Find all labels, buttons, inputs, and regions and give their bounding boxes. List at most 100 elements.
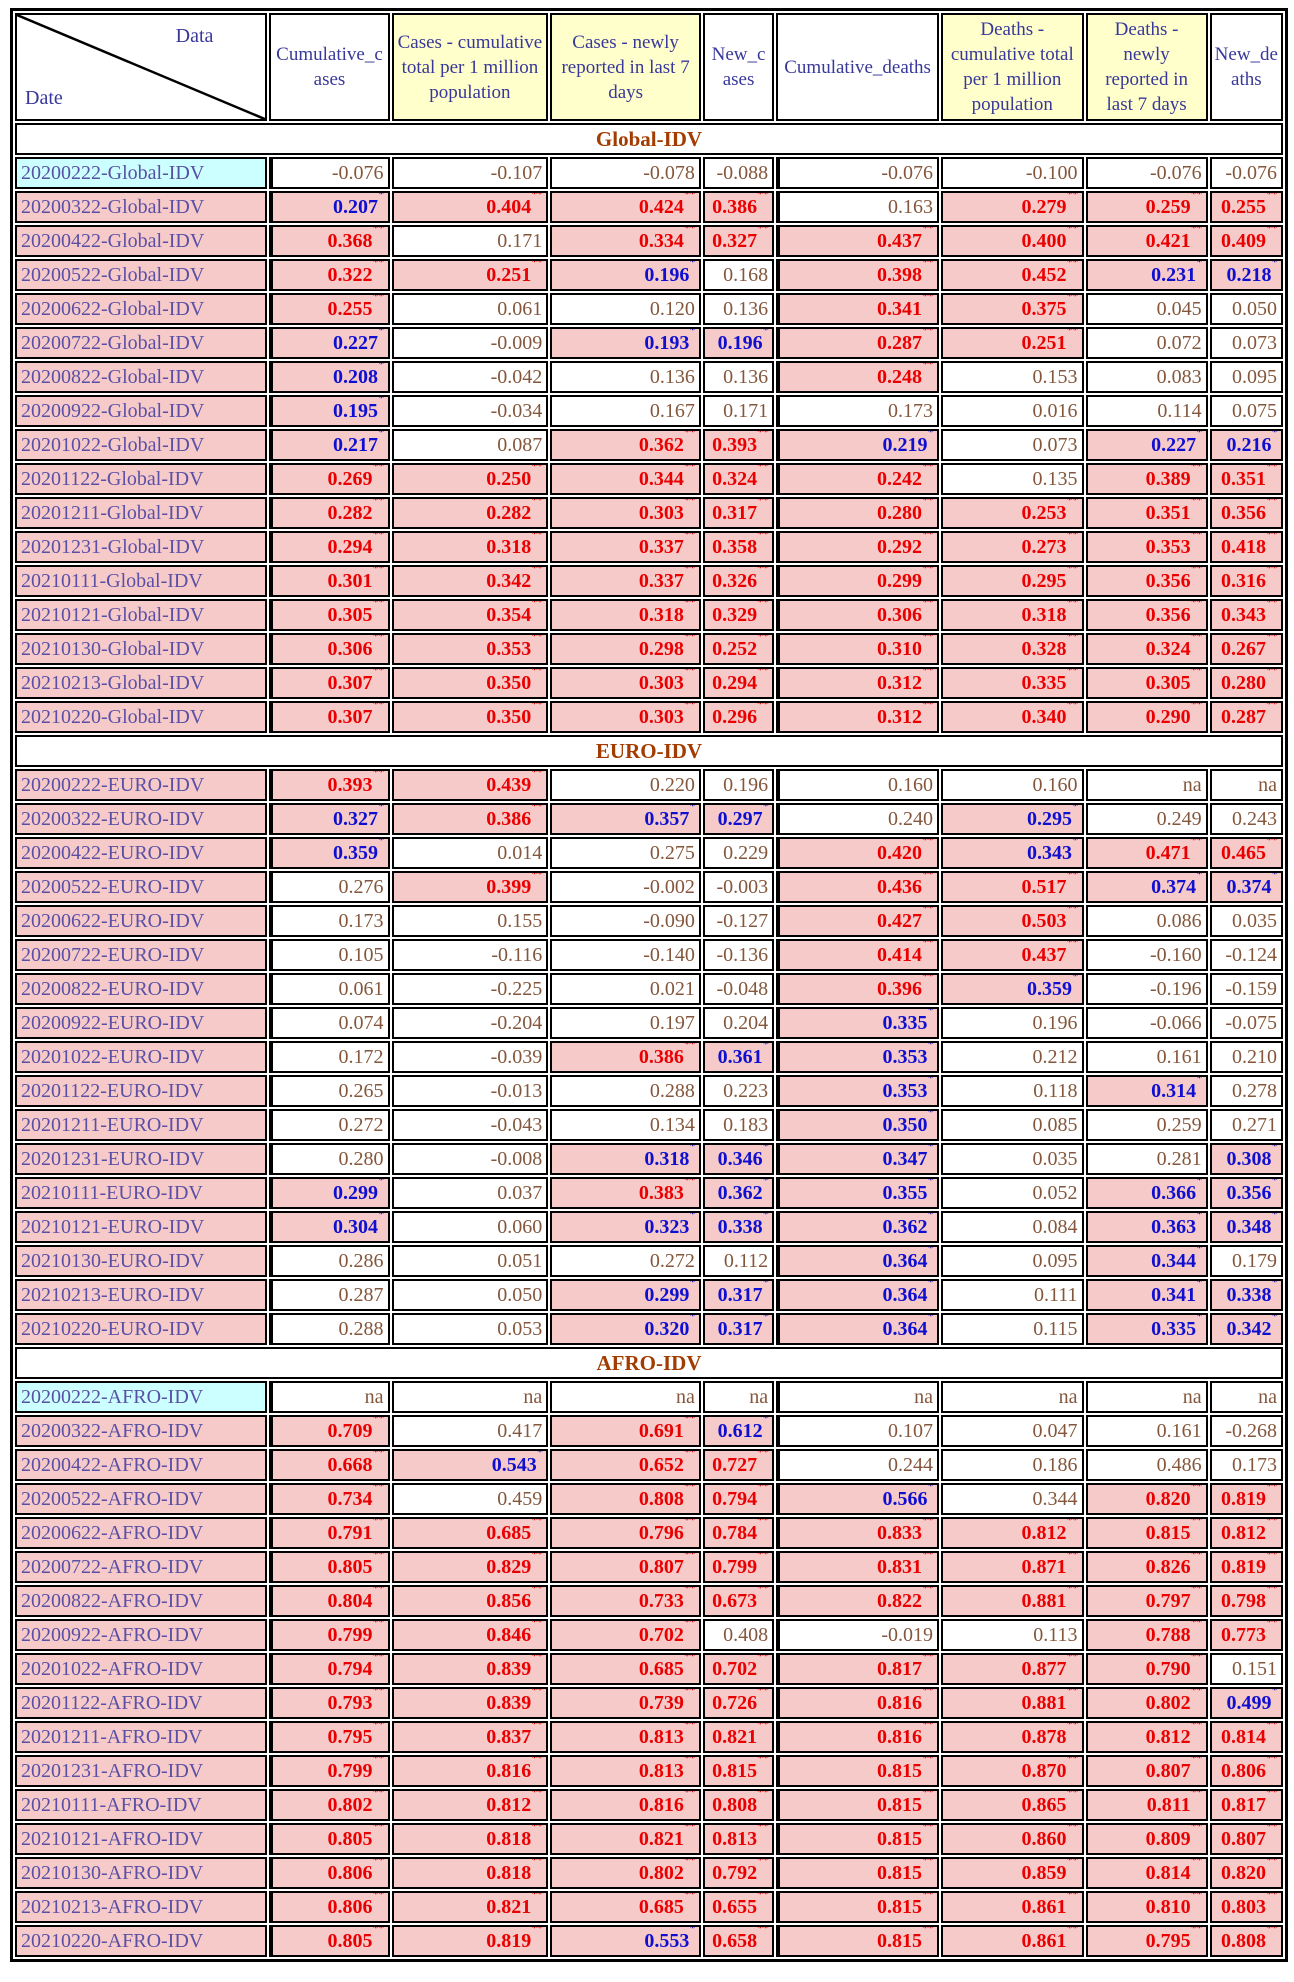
significance-stars: ** [683, 1619, 696, 1629]
value-cell: 0.183 [702, 1109, 775, 1142]
significance-stars: ** [1190, 191, 1203, 201]
significance-stars: ** [922, 599, 934, 609]
value-cell: 0.709** [269, 1415, 390, 1448]
row-label: 20200622-EURO-IDV [15, 905, 268, 938]
value-cell: 0.086 [1085, 905, 1208, 938]
value-cell: 0.359* [941, 973, 1084, 1006]
value-cell: na [1209, 769, 1283, 802]
value-cell: 0.798** [1209, 1585, 1283, 1618]
value-cell: -0.159 [1209, 973, 1283, 1006]
significance-stars: * [689, 1143, 695, 1153]
value-cell: 0.317* [702, 1279, 775, 1312]
significance-stars: ** [531, 1891, 543, 1901]
significance-stars: ** [531, 1551, 543, 1561]
significance-stars: ** [1266, 225, 1278, 235]
significance-stars: ** [757, 463, 769, 473]
value-cell: 0.865** [941, 1789, 1084, 1822]
value-cell: 0.383** [550, 1177, 701, 1210]
value-cell: 0.151 [1209, 1653, 1283, 1686]
value-cell: 0.272 [269, 1109, 390, 1142]
row-label: 20210220-AFRO-IDV [15, 1925, 268, 1958]
significance-stars: ** [1066, 1551, 1079, 1561]
table-row: 20210130-Global-IDV 0.306** 0.353** 0.298**… [15, 633, 1283, 666]
significance-stars: ** [922, 1517, 934, 1527]
table-row: 20201022-Global-IDV 0.217* 0.087 0.362** 0.3… [15, 429, 1283, 462]
row-label: 20201122-EURO-IDV [15, 1075, 268, 1108]
value-cell: na [1085, 769, 1208, 802]
row-label: 20201211-AFRO-IDV [15, 1721, 268, 1754]
significance-stars: ** [372, 1415, 385, 1425]
value-cell: 0.160 [776, 769, 940, 802]
significance-stars: ** [531, 1925, 543, 1935]
value-cell: 0.273** [941, 531, 1084, 564]
significance-stars: ** [531, 1687, 543, 1697]
value-cell: 0.231* [1085, 259, 1208, 292]
table-row: 20200722-Global-IDV 0.227* -0.009 0.193* 0.1… [15, 327, 1283, 360]
value-cell: 0.179 [1209, 1245, 1283, 1278]
significance-stars: ** [1066, 633, 1079, 643]
value-cell: 0.427** [776, 905, 940, 938]
significance-stars: ** [1190, 1551, 1203, 1561]
significance-stars: ** [757, 1823, 769, 1833]
significance-stars: ** [372, 1823, 385, 1833]
value-cell: 0.115 [941, 1313, 1084, 1346]
significance-stars: ** [922, 1653, 934, 1663]
value-cell: 0.223 [702, 1075, 775, 1108]
value-cell: 0.859** [941, 1857, 1084, 1890]
value-cell: 0.276 [269, 871, 390, 904]
value-cell: 0.335* [1085, 1313, 1208, 1346]
table-row: 20210111-Global-IDV 0.301** 0.342** 0.337**… [15, 565, 1283, 598]
significance-stars: ** [683, 463, 696, 473]
significance-stars: ** [1190, 565, 1203, 575]
table-row: 20200822-EURO-IDV 0.061 -0.225 0.021 -0.048 0… [15, 973, 1283, 1006]
value-cell: -0.076 [269, 157, 390, 190]
value-cell: 0.796** [550, 1517, 701, 1550]
value-cell: 0.342** [391, 565, 549, 598]
value-cell: 0.299* [269, 1177, 390, 1210]
significance-stars: ** [922, 259, 934, 269]
row-label: 20200922-EURO-IDV [15, 1007, 268, 1040]
table-row: 20210213-EURO-IDV 0.287 0.050 0.299* 0.317* 0… [15, 1279, 1283, 1312]
significance-stars: ** [372, 1653, 385, 1663]
value-cell: -0.076 [776, 157, 940, 190]
value-cell: 0.303** [550, 701, 701, 734]
value-cell: 0.248** [776, 361, 940, 394]
value-cell: 0.298** [550, 633, 701, 666]
value-cell: 0.173 [269, 905, 390, 938]
value-cell: 0.210 [1209, 1041, 1283, 1074]
significance-stars: ** [1066, 1585, 1079, 1595]
significance-stars: ** [922, 905, 934, 915]
significance-stars: ** [683, 497, 696, 507]
value-cell: 0.280 [269, 1143, 390, 1176]
value-cell: 0.052 [941, 1177, 1084, 1210]
significance-stars: ** [1066, 497, 1079, 507]
table-row: 20200322-Global-IDV 0.207* 0.404** 0.424** 0… [15, 191, 1283, 224]
significance-stars: * [1196, 871, 1202, 881]
section-title-row: Global-IDV [15, 123, 1283, 156]
value-cell: 0.702** [550, 1619, 701, 1652]
value-cell: 0.343* [941, 837, 1084, 870]
value-cell: 0.195* [269, 395, 390, 428]
section-title: AFRO-IDV [15, 1347, 1283, 1380]
value-cell: 0.437** [941, 939, 1084, 972]
value-cell: 0.374* [1085, 871, 1208, 904]
significance-stars: ** [372, 225, 385, 235]
column-header: Cases - newly reported in last 7 days [550, 13, 701, 122]
value-cell: 0.350** [391, 701, 549, 734]
value-cell: 0.171 [702, 395, 775, 428]
value-cell: 0.295** [941, 565, 1084, 598]
value-cell: 0.218* [1209, 259, 1283, 292]
significance-stars: ** [1066, 871, 1079, 881]
value-cell: 0.804** [269, 1585, 390, 1618]
significance-stars: ** [683, 1857, 696, 1867]
significance-stars: ** [1190, 1687, 1203, 1697]
significance-stars: ** [372, 667, 385, 677]
value-cell: 0.350** [391, 667, 549, 700]
value-cell: 0.301** [269, 565, 390, 598]
value-cell: 0.359* [269, 837, 390, 870]
significance-stars: ** [922, 1721, 934, 1731]
significance-stars: ** [531, 1653, 543, 1663]
significance-stars: * [689, 259, 695, 269]
value-cell: 0.252** [702, 633, 775, 666]
significance-stars: ** [1266, 667, 1278, 677]
